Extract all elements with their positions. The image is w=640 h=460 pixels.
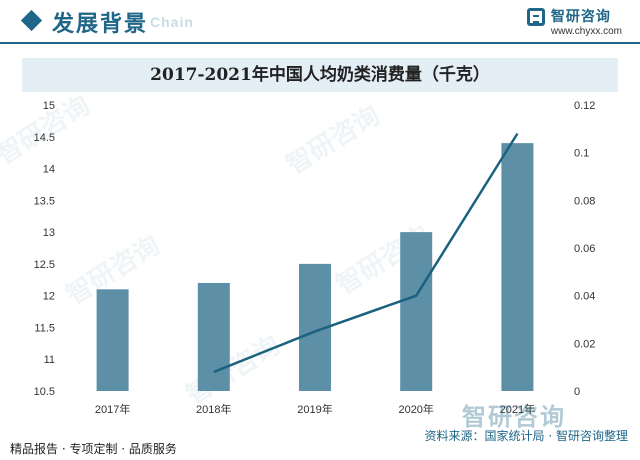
footer-tagline: 精品报告 · 专项定制 · 品质服务 [10,442,177,456]
chart-title: 2017-2021年中国人均奶类消费量（千克） [150,65,490,85]
corner-watermark: 智研咨询 [462,403,566,431]
bar [400,232,433,391]
left-axis-tick: 12 [43,291,55,303]
x-axis-tick: 2017年 [95,402,130,416]
footer-source: 资料来源：国家统计局 · 智研咨询整理 [424,429,628,443]
series-line [213,132,519,374]
right-axis-tick: 0.02 [574,338,595,350]
left-axis-tick: 15 [43,100,55,112]
right-axis-tick: 0.08 [574,195,595,207]
chart-title-band: 2017-2021年中国人均奶类消费量（千克） [22,58,618,92]
section-title: 发展背景 [52,12,149,37]
right-axis-tick: 0.04 [574,291,595,303]
left-axis-tick: 14 [43,164,55,176]
chart: 10.5 11 11.5 12 12.5 13 13.5 14 14.5 15 0 0.02 0.04… [34,100,596,416]
right-axis-tick: 0.06 [574,243,595,255]
x-axis-tick: 2019年 [297,402,332,416]
right-axis-tick: 0 [574,386,580,398]
header-divider [0,42,640,44]
left-axis-tick: 11.5 [34,322,55,334]
x-axis-tick: 2020年 [398,402,433,416]
diamond-icon [20,9,43,32]
right-axis-tick: 0.1 [574,148,589,160]
brand-logo-icon [526,8,545,26]
brand-url: www.chyxx.com [550,26,622,37]
left-axis-tick: 13.5 [34,195,55,207]
left-axis-tick: 10.5 [34,386,55,398]
brand: 智研咨询 www.chyxx.com [526,6,622,37]
x-axis-tick: 2021年 [500,402,535,416]
bar [96,289,129,391]
header-watermark: Chain [150,14,194,30]
x-axis-tick: 2018年 [196,402,231,416]
bar [501,143,534,391]
brand-name: 智研咨询 [550,9,611,25]
left-axis-tick: 14.5 [34,132,55,144]
header: 发展背景 Chain 智研咨询 www.chyxx.com [0,0,640,46]
left-axis-tick: 13 [43,227,55,239]
left-axis-tick: 12.5 [34,259,55,271]
left-axis-tick: 11 [44,354,55,366]
bar [197,282,230,391]
right-axis-tick: 0.12 [574,100,595,112]
